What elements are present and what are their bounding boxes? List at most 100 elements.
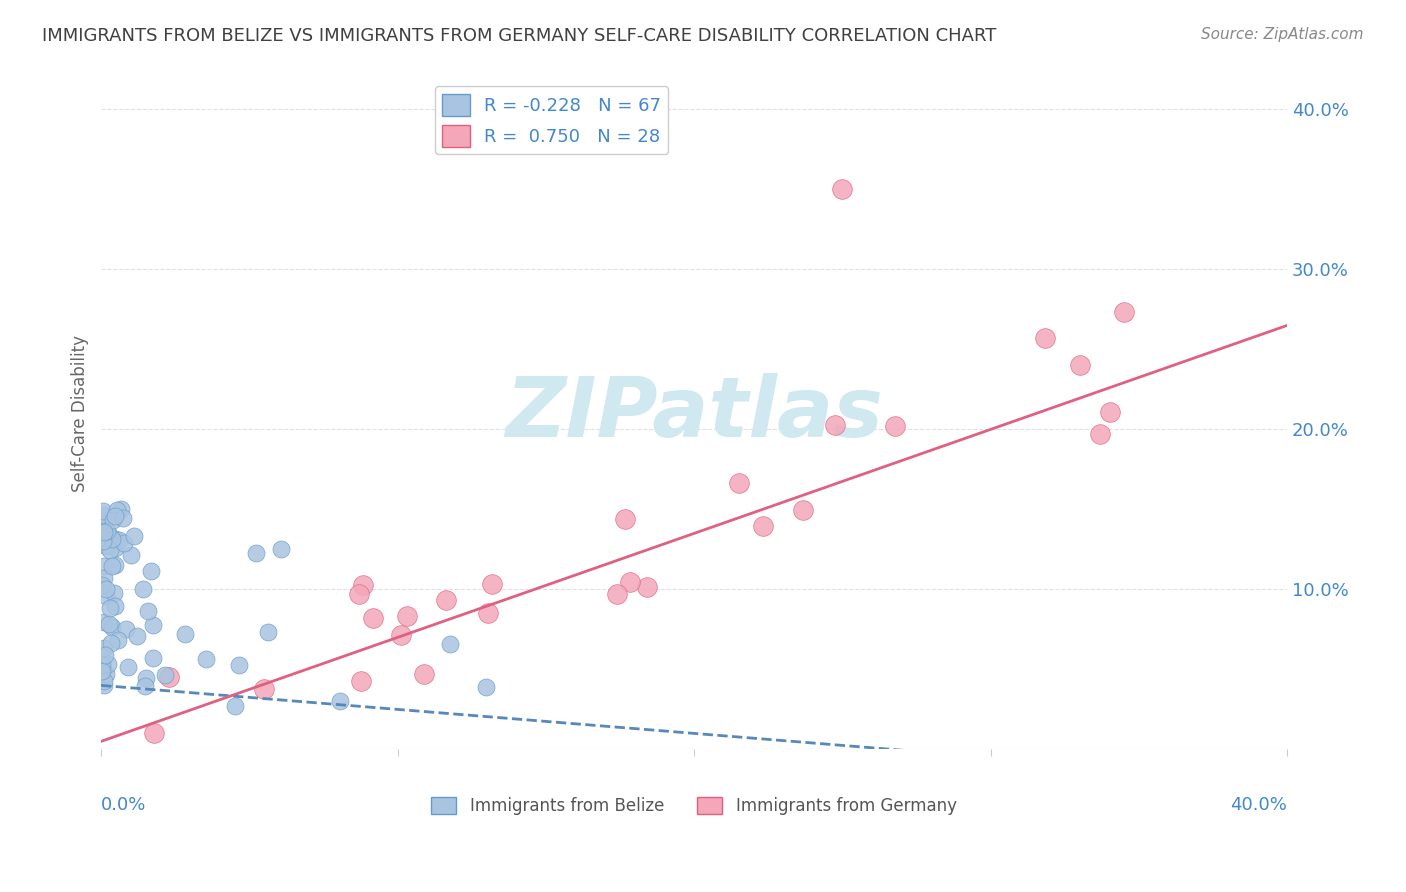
Immigrants from Belize [91,508,114,523]
Legend: Immigrants from Belize, Immigrants from Germany: Immigrants from Belize, Immigrants from … [425,790,963,822]
Text: 40.0%: 40.0% [1230,797,1286,814]
Immigrants from Germany [824,418,846,433]
Immigrants from Belize [103,586,125,600]
Immigrants from Belize [136,604,159,618]
Immigrants from Germany [606,587,628,601]
Text: Source: ZipAtlas.com: Source: ZipAtlas.com [1201,27,1364,42]
Immigrants from Belize [103,508,125,523]
Immigrants from Belize [96,589,118,603]
Immigrants from Belize [142,651,165,665]
Immigrants from Belize [93,615,115,630]
Immigrants from Germany [1090,426,1112,441]
Immigrants from Belize [103,533,125,547]
Immigrants from Belize [174,627,197,641]
Immigrants from Belize [135,671,157,685]
Immigrants from Belize [124,529,146,543]
Immigrants from Germany [157,670,180,684]
Immigrants from Germany [253,681,276,696]
Y-axis label: Self-Care Disability: Self-Care Disability [72,334,89,491]
Immigrants from Belize [117,660,139,674]
Immigrants from Germany [1069,358,1091,372]
Immigrants from Germany [477,606,499,620]
Immigrants from Belize [125,628,148,642]
Immigrants from Germany [728,475,751,490]
Immigrants from Germany [347,587,370,601]
Immigrants from Germany [751,519,773,533]
Immigrants from Belize [270,542,292,557]
Immigrants from Germany [1098,405,1121,419]
Immigrants from Germany [353,578,375,592]
Immigrants from Belize [93,673,115,688]
Immigrants from Belize [90,522,112,536]
Immigrants from Belize [105,502,128,516]
Text: 0.0%: 0.0% [101,797,146,814]
Immigrants from Belize [96,524,118,538]
Immigrants from Belize [195,651,218,665]
Immigrants from Germany [619,574,641,589]
Immigrants from Belize [139,564,162,578]
Immigrants from Belize [93,640,115,655]
Immigrants from Germany [636,580,658,594]
Immigrants from Belize [93,571,115,585]
Immigrants from Germany [142,726,165,740]
Immigrants from Belize [112,536,135,550]
Immigrants from Germany [831,182,853,196]
Immigrants from Belize [257,625,280,640]
Immigrants from Belize [131,582,153,596]
Immigrants from Germany [1033,331,1056,345]
Immigrants from Belize [104,541,127,555]
Immigrants from Germany [389,628,412,642]
Immigrants from Belize [91,504,114,518]
Immigrants from Belize [101,620,124,634]
Immigrants from Belize [142,618,165,632]
Immigrants from Belize [98,601,121,615]
Immigrants from Belize [93,559,115,574]
Immigrants from Belize [98,617,121,632]
Immigrants from Belize [93,678,115,692]
Immigrants from Belize [112,510,135,524]
Immigrants from Belize [91,533,114,548]
Immigrants from Belize [110,502,132,516]
Immigrants from Belize [90,665,112,679]
Immigrants from Belize [97,525,120,540]
Immigrants from Belize [101,558,124,573]
Immigrants from Belize [104,599,127,613]
Immigrants from Germany [1114,305,1136,319]
Immigrants from Germany [481,577,503,591]
Immigrants from Belize [104,558,127,573]
Immigrants from Belize [90,578,112,592]
Immigrants from Germany [363,611,385,625]
Immigrants from Germany [613,512,636,526]
Immigrants from Belize [98,543,121,558]
Immigrants from Belize [100,636,122,650]
Immigrants from Germany [436,592,458,607]
Immigrants from Belize [224,698,246,713]
Text: ZIPatlas: ZIPatlas [505,373,883,454]
Immigrants from Belize [120,548,142,562]
Immigrants from Belize [93,524,115,539]
Text: IMMIGRANTS FROM BELIZE VS IMMIGRANTS FROM GERMANY SELF-CARE DISABILITY CORRELATI: IMMIGRANTS FROM BELIZE VS IMMIGRANTS FRO… [42,27,997,45]
Immigrants from Belize [134,680,156,694]
Immigrants from Germany [792,503,814,517]
Immigrants from Belize [96,667,118,681]
Immigrants from Belize [245,546,267,560]
Immigrants from Belize [96,582,118,596]
Immigrants from Belize [228,658,250,673]
Immigrants from Belize [114,622,136,636]
Immigrants from Belize [94,539,117,553]
Immigrants from Belize [97,657,120,671]
Immigrants from Belize [101,513,124,527]
Immigrants from Belize [93,513,115,527]
Immigrants from Belize [100,532,122,546]
Immigrants from Belize [108,533,131,548]
Immigrants from Belize [439,637,461,651]
Immigrants from Belize [475,680,498,694]
Immigrants from Belize [90,664,112,678]
Immigrants from Belize [153,667,176,681]
Immigrants from Germany [350,673,373,688]
Immigrants from Germany [412,667,434,681]
Immigrants from Germany [884,419,907,434]
Immigrants from Germany [396,609,419,624]
Immigrants from Belize [91,657,114,672]
Immigrants from Belize [94,648,117,662]
